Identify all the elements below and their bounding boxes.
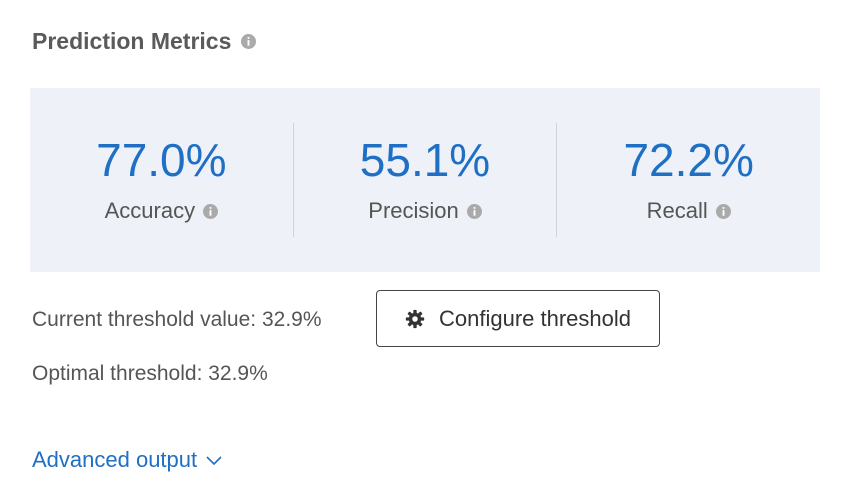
metrics-panel: 77.0% Accuracy 55.1% Precision 72.2% Recall: [30, 88, 820, 272]
metric-value: 72.2%: [623, 134, 754, 186]
metric-label: Accuracy: [104, 198, 196, 223]
divider: [556, 123, 558, 237]
metric-label-row: Precision: [368, 198, 482, 224]
section-header: Prediction Metrics: [32, 28, 257, 55]
metric: 72.2% Recall: [557, 88, 820, 272]
metric-label-row: Accuracy: [104, 198, 219, 224]
configure-button[interactable]: Configure threshold: [376, 290, 660, 347]
info-icon[interactable]: [203, 203, 219, 219]
current-threshold: Current threshold value: 32.9%: [32, 308, 322, 331]
divider: [292, 123, 294, 237]
metric-value: 55.1%: [359, 134, 491, 186]
section-title: Prediction Metrics: [32, 28, 232, 54]
metric: 55.1% Precision: [294, 88, 557, 272]
chevron-icon: [206, 456, 222, 466]
info-icon[interactable]: [466, 203, 482, 219]
info-icon[interactable]: [241, 34, 257, 49]
metric: 77.0% Accuracy: [30, 88, 293, 272]
metric-label: Precision: [368, 198, 459, 223]
metric-label: Recall: [646, 198, 708, 223]
button-label: Configure threshold: [438, 305, 631, 331]
optimal-threshold: Optimal threshold: 32.9%: [32, 362, 268, 385]
link-label: Advanced output: [32, 447, 198, 472]
metric-label-row: Recall: [647, 198, 731, 224]
info-icon[interactable]: [715, 203, 731, 219]
advanced-output-link[interactable]: Advanced output: [32, 447, 223, 473]
metric-value: 77.0%: [96, 134, 227, 186]
gear-icon: [405, 309, 425, 328]
